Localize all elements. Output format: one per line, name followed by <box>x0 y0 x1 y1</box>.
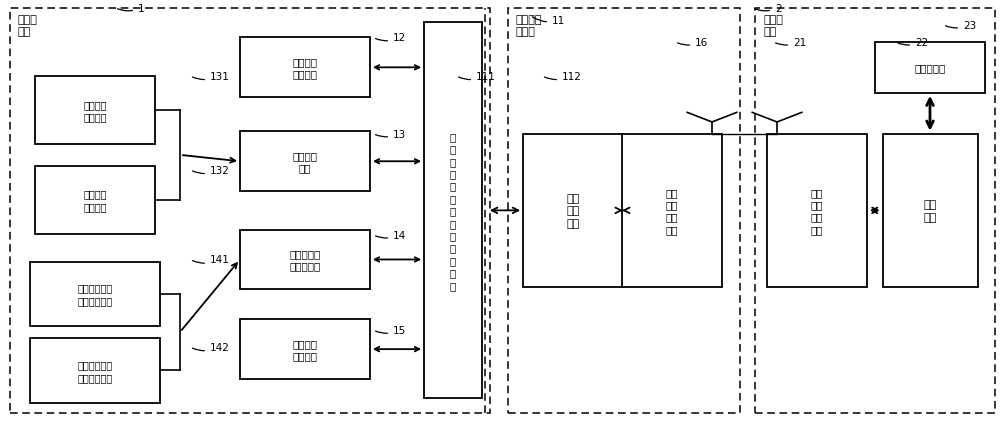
Text: 中央控制
器系统: 中央控制 器系统 <box>515 15 542 37</box>
Text: 131: 131 <box>193 72 230 82</box>
Bar <box>35 77 155 145</box>
Text: 卫星信号
处理系统: 卫星信号 处理系统 <box>83 189 107 211</box>
Bar <box>508 9 740 413</box>
Bar <box>240 38 370 98</box>
Text: 111: 111 <box>459 72 496 82</box>
Text: 12: 12 <box>376 33 406 43</box>
Text: 无线传感网
络定位系统: 无线传感网 络定位系统 <box>289 249 321 271</box>
Text: 上位机
系统: 上位机 系统 <box>763 15 783 37</box>
Bar <box>240 132 370 192</box>
Text: 无线传感网络
信号接收系统: 无线传感网络 信号接收系统 <box>77 283 113 305</box>
Bar <box>767 134 867 288</box>
Bar <box>622 134 722 288</box>
Bar <box>30 339 160 403</box>
Text: 141: 141 <box>193 255 230 265</box>
Text: 13: 13 <box>376 129 406 139</box>
Bar <box>424 23 482 398</box>
Text: 15: 15 <box>376 325 406 335</box>
Text: 11: 11 <box>532 16 565 26</box>
Text: 1: 1 <box>118 3 145 14</box>
Text: 23: 23 <box>946 20 976 31</box>
Bar <box>875 43 985 94</box>
Text: 112: 112 <box>545 72 582 82</box>
Text: 第三方设备: 第三方设备 <box>914 63 946 73</box>
Text: 14: 14 <box>376 230 406 240</box>
Text: 地图匹配
导航系统: 地图匹配 导航系统 <box>292 338 318 360</box>
Text: 无线
数据
接收
系统: 无线 数据 接收 系统 <box>811 187 823 234</box>
Text: 接口
模块: 接口 模块 <box>923 200 937 222</box>
Bar <box>35 166 155 234</box>
Text: 智能惯性
导航系统: 智能惯性 导航系统 <box>292 57 318 79</box>
Text: 无线
数据
发送
系统: 无线 数据 发送 系统 <box>666 187 678 234</box>
Bar <box>10 9 490 413</box>
Text: 16: 16 <box>678 37 708 48</box>
Text: 132: 132 <box>193 165 230 176</box>
Text: 无线传感网络
信号处理系统: 无线传感网络 信号处理系统 <box>77 360 113 382</box>
Text: 卫星信号
接收系统: 卫星信号 接收系统 <box>83 100 107 122</box>
Text: 智能
决策
系统: 智能 决策 系统 <box>566 193 580 228</box>
Bar <box>240 320 370 379</box>
Text: 下位机
系统: 下位机 系统 <box>18 15 38 37</box>
Bar <box>755 9 995 413</box>
Text: 142: 142 <box>193 342 230 352</box>
Bar <box>523 134 623 288</box>
Text: 卫星导航
系统: 卫星导航 系统 <box>292 151 318 173</box>
Text: 21: 21 <box>776 37 806 48</box>
Bar <box>240 230 370 290</box>
Text: 2: 2 <box>755 3 782 14</box>
Text: 22: 22 <box>898 37 928 48</box>
Bar <box>883 134 978 288</box>
Text: 多
模
式
协
同
导
航
数
据
融
合
系
统: 多 模 式 协 同 导 航 数 据 融 合 系 统 <box>450 132 456 290</box>
Bar <box>30 262 160 326</box>
